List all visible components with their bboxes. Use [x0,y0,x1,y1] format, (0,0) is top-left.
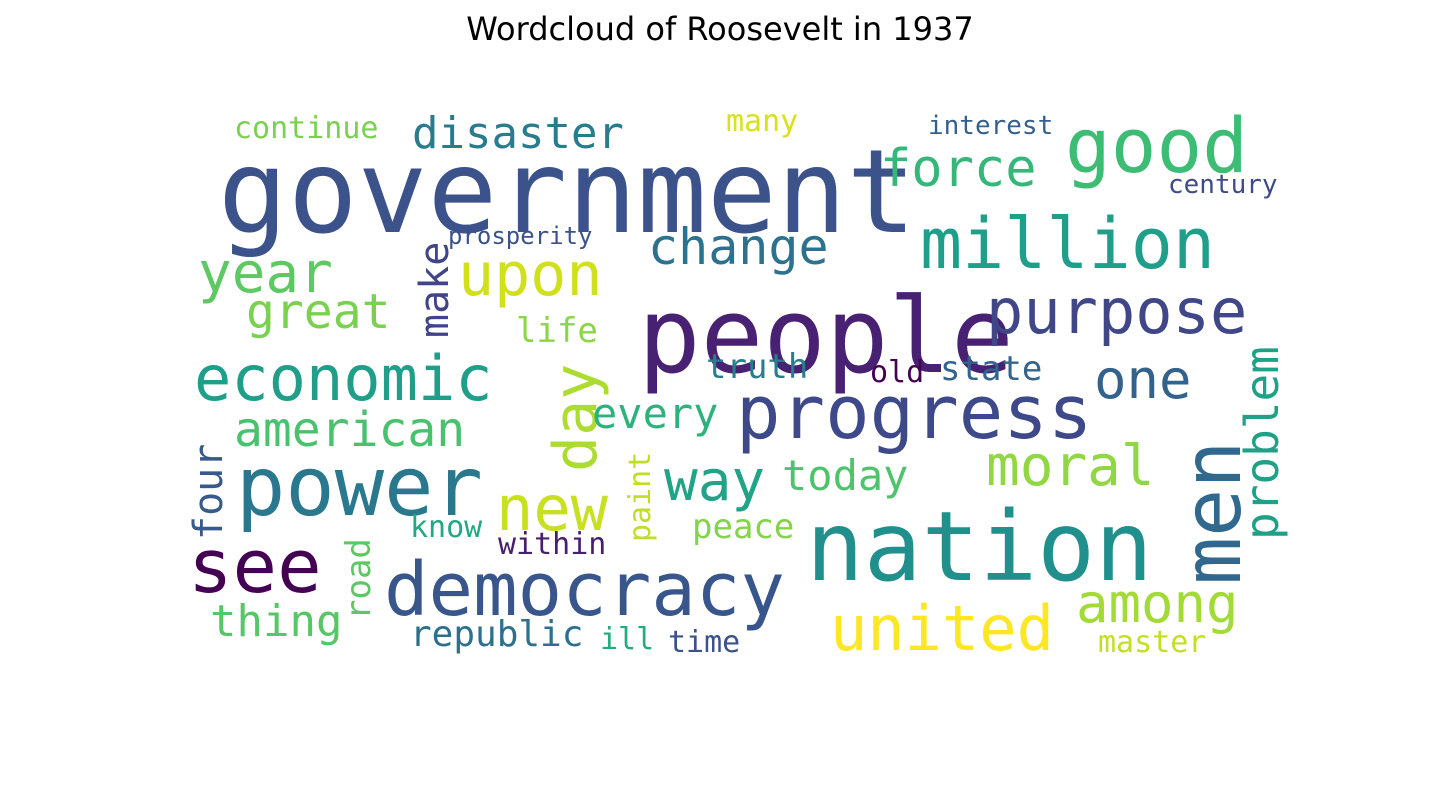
word-one: one [1094,348,1192,411]
word-republic: republic [410,614,583,655]
word-old: old [870,355,924,390]
word-ill: ill [600,622,654,657]
word-force: force [880,139,1037,199]
word-good: good [1065,101,1248,190]
word-economic: economic [194,342,493,415]
word-american: american [234,402,465,458]
word-people: people [638,275,1014,397]
word-state: state [940,349,1042,389]
word-upon: upon [458,240,603,310]
word-thing: thing [210,596,342,647]
word-democracy: democracy [384,547,785,633]
word-master: master [1098,625,1206,660]
word-road: road [339,538,379,620]
word-progress: progress [736,370,1092,456]
word-century: century [1168,170,1278,200]
word-among: among [1076,572,1239,635]
word-time: time [668,625,740,660]
chart-title: Wordcloud of Roosevelt in 1937 [466,10,974,48]
word-make: make [412,242,458,338]
word-problem: problem [1235,346,1289,540]
word-continue: continue [234,111,379,146]
word-prosperity: prosperity [448,222,593,250]
word-know: know [410,510,483,545]
word-today: today [782,451,908,500]
word-change: change [648,218,829,276]
word-great: great [246,284,391,340]
word-four: four [186,444,232,540]
word-day: day [541,364,611,472]
word-year: year [198,241,333,306]
word-united: united [830,592,1054,665]
word-disaster: disaster [412,108,624,159]
word-peace: peace [692,507,794,547]
word-many: many [726,104,798,139]
word-truth: truth [706,347,808,387]
word-government: government [218,125,916,260]
word-men: men [1166,441,1259,586]
word-interest: interest [928,111,1053,141]
word-nation: nation [806,491,1153,603]
word-every: every [592,389,718,438]
word-life: life [516,311,598,351]
word-paint: paint [623,452,658,542]
word-million: million [920,203,1215,285]
word-within: within [498,527,606,562]
word-new: new [496,472,609,545]
word-moral: moral [986,434,1155,499]
word-power: power [236,440,483,535]
word-see: see [188,524,322,610]
word-way: way [664,449,765,514]
word-purpose: purpose [986,275,1247,348]
